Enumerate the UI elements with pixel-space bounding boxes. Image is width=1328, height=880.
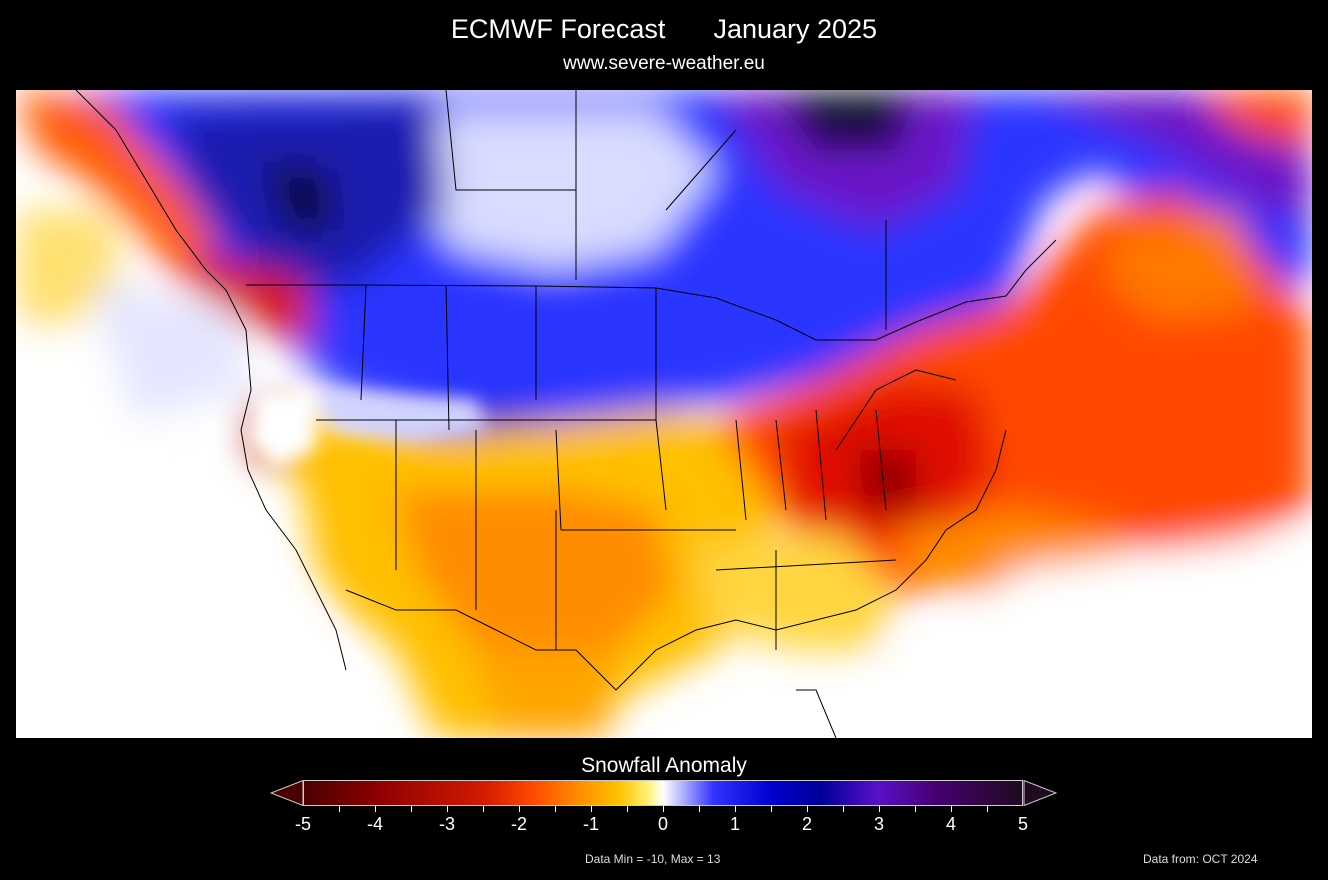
colorbar-tick <box>447 806 448 812</box>
colorbar-tick <box>807 806 808 812</box>
boundary-lines <box>75 90 1057 738</box>
colorbar-label: 5 <box>1017 814 1028 834</box>
forecast-month: January 2025 <box>713 14 878 44</box>
anomaly-field <box>16 90 1312 738</box>
colorbar-tick <box>627 806 628 812</box>
colorbar-tick <box>951 806 952 812</box>
colorbar-low-arrow <box>270 780 304 806</box>
west-coastline <box>75 90 347 671</box>
colorbar-tick <box>699 806 700 812</box>
colorbar-tick <box>411 806 412 812</box>
us-mexico-border <box>345 589 617 691</box>
colorbar-tick <box>555 806 556 812</box>
colorbar-tick <box>879 806 880 812</box>
gulf-east-coastline <box>615 429 1007 691</box>
map-title: ECMWF Forecast January 2025 <box>0 14 1328 45</box>
florida-coast <box>796 689 837 738</box>
colorbar-tick <box>339 806 340 812</box>
colorbar-tick <box>663 806 664 812</box>
colorbar-high-arrow <box>1023 780 1057 806</box>
us-canada-border-east <box>715 239 1057 341</box>
colorbar-gradient <box>303 780 1023 806</box>
colorbar-tick <box>987 806 988 812</box>
colorbar-label: 1 <box>729 814 740 834</box>
colorbar-label: -4 <box>366 814 383 834</box>
colorbar-ticks <box>303 806 1023 814</box>
colorbar-tick <box>735 806 736 812</box>
colorbar-title: Snowfall Anomaly <box>581 754 747 777</box>
snowfall-anomaly-map <box>16 90 1312 738</box>
colorbar-label: 3 <box>873 814 884 834</box>
colorbar-tick <box>771 806 772 812</box>
colorbar-label: 4 <box>945 814 956 834</box>
colorbar-label: -2 <box>510 814 527 834</box>
colorbar-label: -1 <box>582 814 599 834</box>
model-title: ECMWF Forecast <box>450 14 666 44</box>
colorbar-tick <box>915 806 916 812</box>
colorbar-label: 2 <box>801 814 812 834</box>
colorbar-tick <box>843 806 844 812</box>
colorbar-tick <box>375 806 376 812</box>
state-lines <box>316 284 736 650</box>
colorbar-tick <box>591 806 592 812</box>
province-lines <box>445 90 887 330</box>
data-range-note: Data Min = -10, Max = 13 <box>585 852 721 866</box>
colorbar-tick <box>483 806 484 812</box>
colorbar-label: -3 <box>438 814 455 834</box>
colorbar-label: -5 <box>294 814 311 834</box>
colorbar-label: 0 <box>657 814 668 834</box>
great-lakes <box>835 369 957 451</box>
data-source-note: Data from: OCT 2024 <box>1143 852 1258 866</box>
source-url: www.severe-weather.eu <box>563 53 765 74</box>
state-lines-east <box>715 409 897 650</box>
colorbar-tick <box>519 806 520 812</box>
